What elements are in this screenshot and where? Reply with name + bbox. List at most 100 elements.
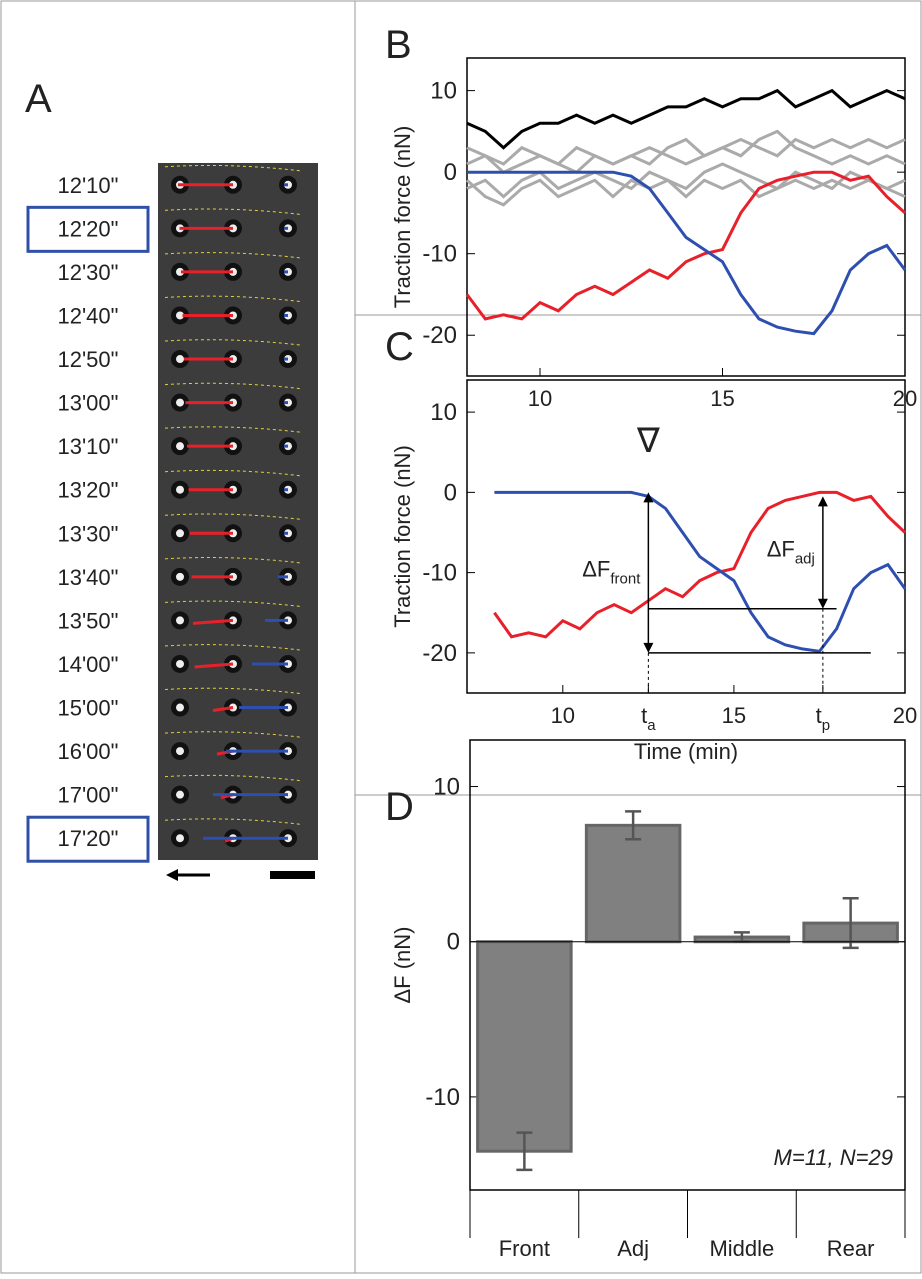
- delta-label-sub: front: [610, 571, 641, 588]
- bead-core: [176, 442, 184, 451]
- y-tick-label: -10: [422, 241, 457, 268]
- onset-marker: ∇: [636, 422, 660, 460]
- time-label: 16'00": [58, 739, 119, 764]
- scale-bar: [270, 871, 315, 879]
- time-label: 17'00": [58, 783, 119, 808]
- highlight-box: [26, 205, 150, 253]
- panel-label: D: [385, 785, 414, 829]
- time-label: 13'50": [58, 608, 119, 633]
- panel-label: C: [385, 325, 414, 369]
- x-tick-label: Middle: [709, 1236, 774, 1261]
- cell-outline: [164, 731, 301, 738]
- cell-outline: [164, 339, 301, 346]
- bar: [584, 823, 682, 944]
- cell-outline: [164, 164, 301, 172]
- arrow-head: [643, 642, 654, 653]
- y-tick-label: -20: [422, 640, 457, 667]
- bead-core: [176, 529, 184, 538]
- delta-label-main: ΔF: [767, 537, 795, 562]
- time-label: 17'20": [58, 826, 119, 851]
- bead-core: [176, 659, 184, 668]
- cell-outline: [164, 208, 301, 215]
- x-tick-label-main: t: [816, 703, 822, 728]
- cell-outline: [164, 513, 301, 520]
- annotation: M=11, N=29: [774, 1145, 893, 1170]
- cell-outline: [164, 426, 301, 433]
- x-tick-label-sub: p: [822, 717, 830, 734]
- y-tick-label: -10: [422, 560, 457, 587]
- cell-outline: [164, 818, 301, 825]
- bead-core: [176, 267, 184, 276]
- x-tick-label: Rear: [827, 1236, 875, 1261]
- y-tick-label: 0: [444, 159, 457, 186]
- series-line: [466, 88, 906, 150]
- bar: [476, 940, 573, 1153]
- y-tick-label: -20: [422, 322, 457, 349]
- arrow-head: [817, 496, 828, 507]
- time-label: 12'20": [58, 216, 119, 241]
- time-label: 13'30": [58, 521, 119, 546]
- bead-core: [176, 355, 184, 364]
- x-tick-label: 10: [551, 703, 575, 728]
- cell-outline: [164, 644, 301, 651]
- x-tick-label: 15: [722, 703, 746, 728]
- y-tick-label: 10: [430, 78, 457, 105]
- time-label: 14'00": [58, 652, 119, 677]
- bead-core: [176, 790, 184, 799]
- force-arrow: [192, 618, 234, 625]
- cell-outline: [164, 600, 301, 607]
- arrow-head: [643, 492, 654, 503]
- series-line: [493, 490, 907, 639]
- plot-frame: [466, 379, 906, 694]
- time-label: 12'50": [58, 347, 119, 372]
- x-tick-label: Adj: [617, 1236, 649, 1261]
- cell-outline: [164, 382, 301, 390]
- x-tick-label: ta: [641, 703, 656, 734]
- cell-outline: [164, 469, 301, 477]
- delta-label-sub: adj: [795, 551, 815, 568]
- y-axis-label: Traction force (nN): [390, 126, 415, 309]
- y-tick-label: 0: [447, 929, 460, 956]
- x-tick-label: tp: [816, 703, 830, 734]
- y-axis-label: Traction force (nN): [390, 445, 415, 628]
- cell-outline: [164, 295, 301, 302]
- force-arrow: [212, 706, 234, 713]
- series-line: [467, 170, 907, 336]
- scale-arrow-head: [166, 869, 178, 881]
- x-tick-label-main: t: [641, 703, 647, 728]
- time-label: 13'00": [58, 391, 119, 416]
- cells: [164, 164, 301, 848]
- cell-outline: [164, 774, 301, 782]
- bead-core: [176, 834, 184, 843]
- series-line: [494, 490, 907, 653]
- time-label: 13'20": [58, 478, 119, 503]
- time-label: 12'30": [58, 260, 119, 285]
- time-label: 15'00": [58, 696, 119, 721]
- highlight-box: [26, 815, 150, 863]
- bead-core: [176, 398, 184, 407]
- cell-outline: [164, 557, 301, 564]
- cell-outline: [164, 687, 301, 695]
- bead-core: [176, 747, 184, 756]
- bead-core: [176, 572, 184, 581]
- time-label: 12'40": [58, 303, 119, 328]
- plot-frame: [466, 57, 906, 377]
- x-tick-label: 20: [893, 703, 917, 728]
- series-line: [466, 178, 906, 207]
- cell-outline: [164, 252, 301, 259]
- delta-label: ΔFfront: [582, 557, 641, 588]
- y-tick-label: 10: [433, 774, 460, 801]
- force-arrow: [194, 662, 234, 669]
- panel-label: B: [385, 23, 412, 67]
- x-tick-label: 15: [710, 386, 734, 411]
- y-axis-label: ΔF (nN): [390, 926, 415, 1003]
- series-line: [465, 170, 907, 321]
- time-label: 13'40": [58, 565, 119, 590]
- bead-core: [176, 616, 184, 625]
- time-label: 13'10": [58, 434, 119, 459]
- series-line: [466, 129, 906, 166]
- time-label: 12'10": [58, 173, 119, 198]
- x-tick-label-sub: a: [647, 717, 656, 734]
- delta-label: ΔFadj: [767, 537, 815, 568]
